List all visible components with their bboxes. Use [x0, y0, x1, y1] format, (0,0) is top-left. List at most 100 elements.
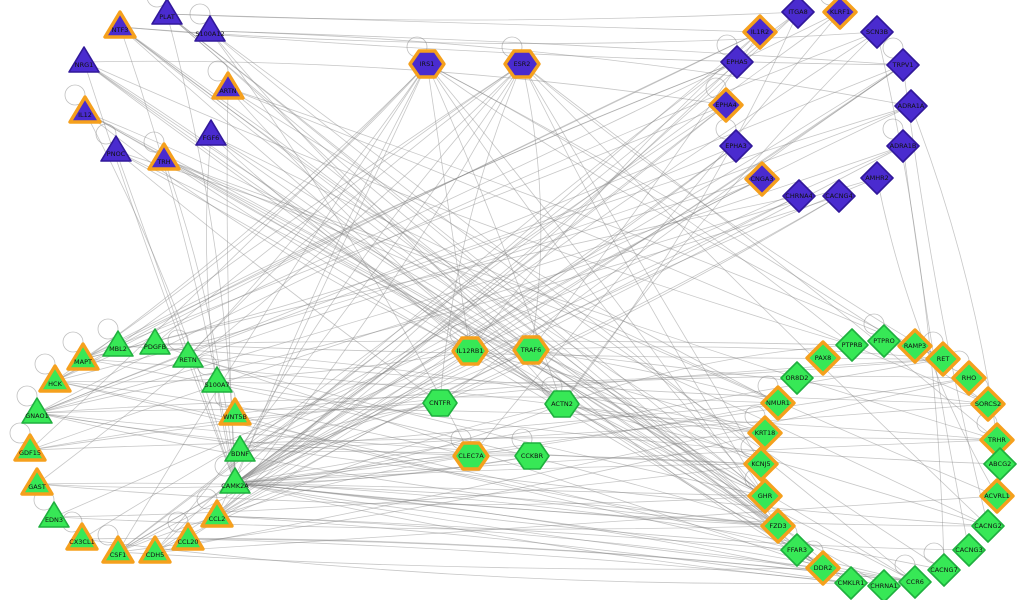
node-sorcs2[interactable]: SORCS2: [970, 386, 1006, 422]
node-nrg1[interactable]: NRG1: [68, 46, 100, 73]
node-nrg1-shape[interactable]: [68, 46, 100, 73]
node-gdf15[interactable]: GDF15: [13, 433, 47, 462]
node-retn-shape[interactable]: [172, 341, 204, 368]
node-fgf6[interactable]: FGF6: [195, 119, 227, 146]
node-il12-shape[interactable]: [68, 95, 102, 124]
node-rho[interactable]: RHO: [951, 360, 987, 396]
node-traf6-shape[interactable]: [512, 335, 550, 365]
node-kcnj5-shape[interactable]: [743, 446, 779, 482]
node-ghr-shape[interactable]: [747, 478, 783, 514]
node-ntf3-shape[interactable]: [103, 10, 137, 39]
node-or8d2-shape[interactable]: [780, 361, 814, 395]
node-fzd3-shape[interactable]: [760, 508, 796, 544]
node-trh-shape[interactable]: [147, 142, 181, 171]
node-edn3[interactable]: EDN3: [38, 501, 70, 528]
node-abcg2[interactable]: ABCG2: [983, 447, 1017, 481]
node-cdh5-shape[interactable]: [138, 535, 172, 564]
node-wnt5b-shape[interactable]: [218, 397, 252, 426]
node-abcg2-shape[interactable]: [983, 447, 1017, 481]
node-il1r2-shape[interactable]: [742, 14, 778, 50]
node-kcnj5[interactable]: KCNJ5: [743, 446, 779, 482]
node-nmur1-shape[interactable]: [760, 385, 796, 421]
node-il12[interactable]: IL12: [68, 95, 102, 124]
node-cacng7[interactable]: CACNG7: [927, 553, 961, 587]
node-ptprb-shape[interactable]: [835, 328, 869, 362]
node-cmklr1-shape[interactable]: [834, 566, 868, 600]
node-epha4[interactable]: EPHA4: [708, 87, 744, 123]
node-il12rb1-shape[interactable]: [451, 336, 489, 366]
node-cacng3[interactable]: CACNG3: [952, 533, 986, 567]
node-ffar3-shape[interactable]: [780, 533, 814, 567]
node-ddr2-shape[interactable]: [805, 550, 841, 586]
node-ptpro-shape[interactable]: [867, 324, 901, 358]
node-il1r2[interactable]: IL1R2: [742, 14, 778, 50]
node-klrf1[interactable]: KLRF1: [822, 0, 858, 30]
node-pnoc[interactable]: PNOC: [100, 135, 132, 162]
node-gast[interactable]: GAST: [20, 467, 54, 496]
node-amhr2[interactable]: AMHR2: [860, 161, 894, 195]
node-irs1[interactable]: IRS1: [408, 49, 446, 79]
node-gdf15-shape[interactable]: [13, 433, 47, 462]
node-pdgfb-shape[interactable]: [139, 328, 171, 355]
node-ccr6[interactable]: CCR6: [898, 565, 932, 599]
node-epha4-shape[interactable]: [708, 87, 744, 123]
node-amhr2-shape[interactable]: [860, 161, 894, 195]
node-ntf3[interactable]: NTF3: [103, 10, 137, 39]
node-adra1a-shape[interactable]: [894, 89, 928, 123]
node-cmklr1[interactable]: CMKLR1: [834, 566, 868, 600]
node-klrf1-shape[interactable]: [822, 0, 858, 30]
node-cacng2-shape[interactable]: [971, 509, 1005, 543]
node-esr2-shape[interactable]: [503, 49, 541, 79]
node-esr2[interactable]: ESR2: [503, 49, 541, 79]
node-ccl20[interactable]: CCL20: [171, 522, 205, 551]
node-pnoc-shape[interactable]: [100, 135, 132, 162]
node-fgf6-shape[interactable]: [195, 119, 227, 146]
node-chrna1-shape[interactable]: [867, 569, 901, 600]
node-epha3-shape[interactable]: [719, 129, 753, 163]
node-cntfr-shape[interactable]: [422, 389, 458, 417]
node-rho-shape[interactable]: [951, 360, 987, 396]
node-cnga3-shape[interactable]: [744, 161, 780, 197]
node-acvrl1[interactable]: ACVRL1: [979, 478, 1015, 514]
node-ret-shape[interactable]: [925, 341, 961, 377]
node-itga8-shape[interactable]: [781, 0, 815, 29]
node-cckbr-shape[interactable]: [514, 442, 550, 470]
node-ccl2-shape[interactable]: [200, 499, 234, 528]
node-cckbr[interactable]: CCKBR: [514, 442, 550, 470]
node-clec7a-shape[interactable]: [452, 441, 490, 471]
node-cacng4-shape[interactable]: [822, 179, 856, 213]
node-gnao1-shape[interactable]: [21, 397, 53, 424]
node-cacng7-shape[interactable]: [927, 553, 961, 587]
node-ramp3-shape[interactable]: [897, 328, 933, 364]
node-csf1[interactable]: CSF1: [101, 535, 135, 564]
node-acvrl1-shape[interactable]: [979, 478, 1015, 514]
node-ptprb[interactable]: PTPRB: [835, 328, 869, 362]
node-artn-shape[interactable]: [211, 71, 245, 100]
node-plat-shape[interactable]: [151, 0, 183, 25]
node-camk2a-shape[interactable]: [219, 467, 251, 494]
node-csf1-shape[interactable]: [101, 535, 135, 564]
node-s100a12-shape[interactable]: [194, 15, 226, 42]
node-ccr6-shape[interactable]: [898, 565, 932, 599]
node-adra1a[interactable]: ADRA1A: [894, 89, 928, 123]
node-edn3-shape[interactable]: [38, 501, 70, 528]
node-krt18-shape[interactable]: [747, 415, 783, 451]
node-irs1-shape[interactable]: [408, 49, 446, 79]
node-ccl20-shape[interactable]: [171, 522, 205, 551]
node-s100a7-shape[interactable]: [201, 366, 233, 393]
node-trpv1[interactable]: TRPV1: [886, 48, 920, 82]
node-scn3b-shape[interactable]: [860, 15, 894, 49]
node-hck-shape[interactable]: [38, 364, 72, 393]
node-cx3cl1-shape[interactable]: [65, 522, 99, 551]
node-gast-shape[interactable]: [20, 467, 54, 496]
node-sorcs2-shape[interactable]: [970, 386, 1006, 422]
node-epha5-shape[interactable]: [720, 45, 754, 79]
node-itga8[interactable]: ITGA8: [781, 0, 815, 29]
node-mbl2-shape[interactable]: [102, 330, 134, 357]
node-trh[interactable]: TRH: [147, 142, 181, 171]
node-actn2-shape[interactable]: [544, 390, 580, 418]
node-nmur1[interactable]: NMUR1: [760, 385, 796, 421]
node-pax8-shape[interactable]: [805, 340, 841, 376]
node-cx3cl1[interactable]: CX3CL1: [65, 522, 99, 551]
